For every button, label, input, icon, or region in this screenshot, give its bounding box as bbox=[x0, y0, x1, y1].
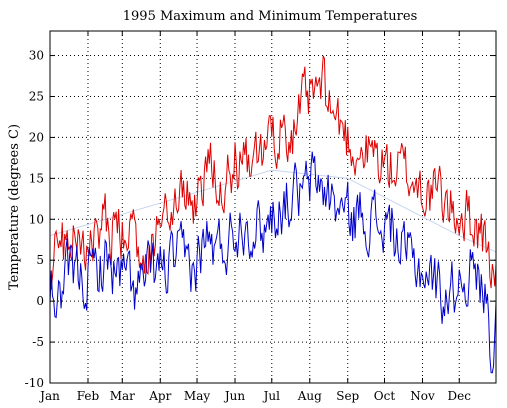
x-tick-label: Oct bbox=[374, 389, 396, 403]
x-tick-label: Nov bbox=[410, 389, 435, 403]
series-min-line bbox=[49, 151, 497, 374]
x-tick-label: Aug bbox=[297, 389, 322, 403]
y-tick-label: -5 bbox=[32, 335, 44, 349]
y-tick-label: 0 bbox=[36, 294, 44, 308]
y-tick-label: 10 bbox=[29, 212, 44, 226]
y-tick-label: 25 bbox=[29, 89, 44, 103]
x-tick-label: Apr bbox=[148, 389, 171, 403]
x-tick-label: Sep bbox=[336, 389, 359, 403]
y-tick-label: -10 bbox=[25, 376, 44, 390]
series-max-line bbox=[49, 55, 497, 291]
y-tick-label: 15 bbox=[29, 171, 44, 185]
x-tick-label: May bbox=[184, 389, 210, 403]
chart-title: 1995 Maximum and Minimum Temperatures bbox=[123, 9, 418, 24]
x-tick-label: Jan bbox=[38, 389, 60, 403]
axis-ticks: Jan Feb Mar Apr May Jun Jul Aug Sep Oct Nov Dec -10 -… bbox=[25, 31, 496, 403]
x-tick-label: Mar bbox=[110, 389, 135, 403]
x-tick-label: Jul bbox=[262, 389, 281, 403]
plot-frame bbox=[49, 30, 497, 384]
y-tick-label: 30 bbox=[29, 49, 44, 63]
series-group bbox=[49, 55, 497, 374]
y-tick-label: 20 bbox=[29, 130, 44, 144]
x-tick-label: Jun bbox=[223, 389, 246, 403]
x-tick-label: Dec bbox=[448, 389, 472, 403]
x-tick-label: Feb bbox=[77, 389, 100, 403]
y-tick-label: 5 bbox=[36, 253, 44, 267]
y-axis-label: Temperature (degrees C) bbox=[7, 124, 22, 290]
